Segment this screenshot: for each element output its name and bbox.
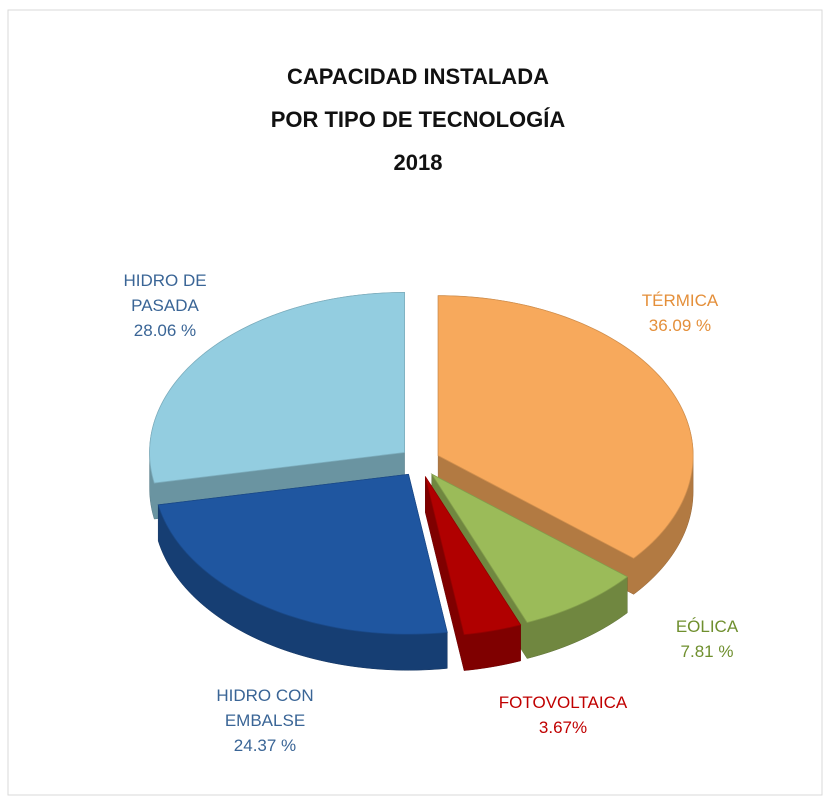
value-label: 36.09 %: [648, 316, 712, 335]
value-label: 7.81 %: [680, 642, 734, 661]
slice: [430, 473, 629, 623]
slice-label: HIDRO CON EMBALSE 24.37 %: [200, 683, 330, 758]
category-label: HIDRO CON EMBALSE: [216, 686, 314, 730]
slice-label: FOTOVOLTAICA 3.67%: [498, 690, 628, 740]
chart-title: 2018: [394, 150, 443, 175]
slice-label: TÉRMICA 36.09 %: [615, 288, 745, 338]
category-label: EÓLICA: [675, 617, 739, 636]
slice-label: HIDRO DE PASADA 28.06 %: [100, 268, 230, 343]
value-label: 3.67%: [538, 718, 588, 737]
slice: [149, 292, 405, 484]
category-label: TÉRMICA: [641, 291, 719, 310]
chart-title: POR TIPO DE TECNOLOGÍA: [271, 107, 566, 132]
category-label: FOTOVOLTAICA: [498, 693, 628, 712]
slice-label: EÓLICA 7.81 %: [642, 614, 772, 664]
slice: [157, 473, 448, 635]
value-label: 28.06 %: [133, 321, 197, 340]
category-label: HIDRO DE PASADA: [123, 271, 207, 315]
value-label: 24.37 %: [233, 736, 297, 755]
chart-title: CAPACIDAD INSTALADA: [287, 64, 549, 89]
slice: [437, 295, 694, 559]
slice: [424, 476, 522, 636]
